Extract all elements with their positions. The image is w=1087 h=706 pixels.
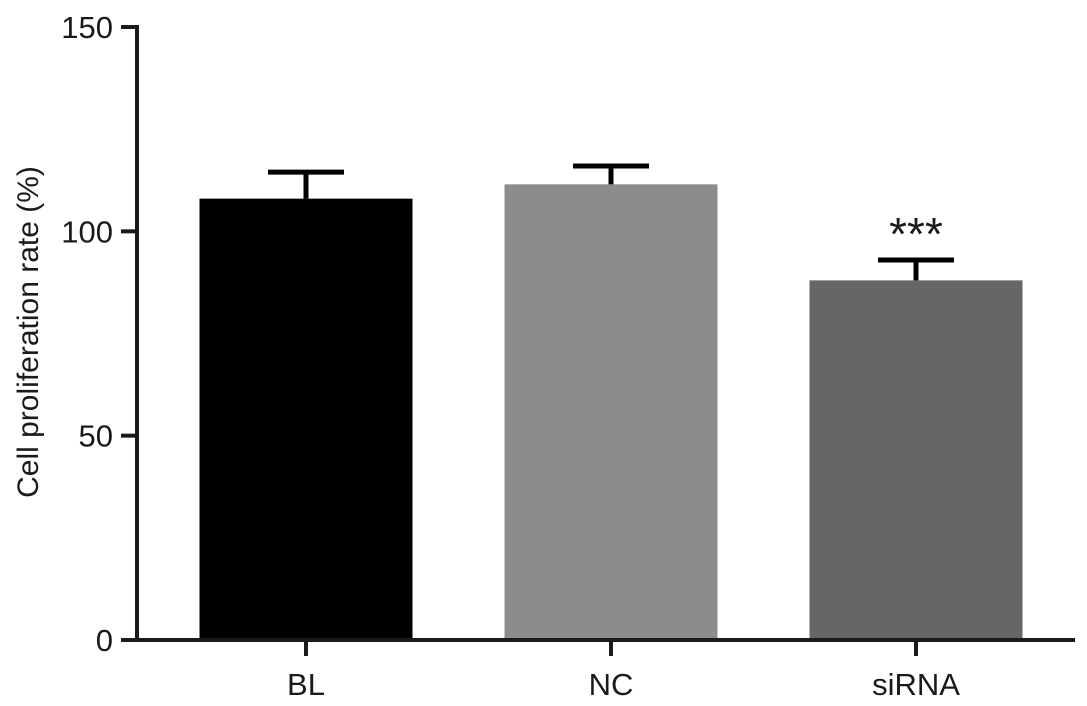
x-tick-label: siRNA [872,667,960,702]
y-axis-title: Cell proliferation rate (%) [12,166,45,498]
y-tick-label: 150 [61,10,113,45]
y-ticks-group: 0 50 100 150 [61,10,137,658]
y-tick-label: 0 [96,623,113,658]
y-tick-label: 100 [61,214,113,249]
error-bars-group [268,163,954,281]
annotations-group: *** [889,208,943,260]
bar [199,198,413,640]
y-tick-label: 50 [79,419,113,454]
axes-group [135,25,1075,642]
bars-group [199,184,1023,640]
x-tick-label: BL [287,667,325,702]
bar [504,184,718,640]
x-ticks-group: BL NC siRNA [287,640,960,702]
significance-annotation: *** [889,208,943,260]
bar [809,280,1023,640]
x-tick-label: NC [589,667,634,702]
